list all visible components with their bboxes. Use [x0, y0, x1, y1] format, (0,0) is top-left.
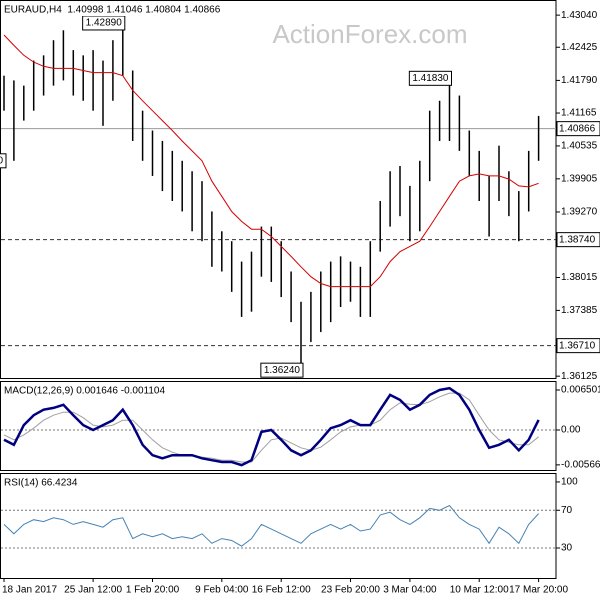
x-tick-label: 9 Feb 04:00: [195, 585, 249, 596]
annotation-label: 1.41830: [412, 73, 449, 84]
y-tick-label: 1.39270: [561, 207, 598, 218]
y-tick-label: 1.40535: [561, 141, 598, 152]
y-tick-label: 1.42425: [561, 42, 598, 53]
title-bg: [2, 476, 80, 489]
panel-frame: [0, 0, 557, 379]
annotation-label: 1.36240: [264, 365, 301, 376]
y-tick-label: 1.36125: [561, 371, 598, 382]
y-tick-label: 1.38015: [561, 272, 598, 283]
title-bg: [2, 3, 223, 16]
x-tick-label: 17 Mar 20:00: [509, 585, 568, 596]
price-label: 1.40866: [559, 123, 596, 134]
x-tick-label: 16 Feb 12:00: [252, 585, 311, 596]
panel-frame: [0, 381, 557, 471]
x-tick-label: 10 Mar 12:00: [450, 585, 509, 596]
x-tick-label: 23 Feb 20:00: [321, 585, 380, 596]
y-tick-label: 100: [561, 477, 578, 488]
y-tick-label: 30: [561, 543, 573, 554]
x-tick-label: 1 Feb 20:00: [126, 585, 180, 596]
y-tick-label: 0.006501: [561, 385, 600, 396]
y-tick-label: 0.00: [561, 425, 581, 436]
x-tick-label: 3 Mar 04:00: [383, 585, 437, 596]
annotation-box: [0, 153, 7, 169]
y-tick-label: 1.37385: [561, 305, 598, 316]
annotation-label: 0: [0, 155, 3, 166]
moving-average: [3, 34, 539, 288]
annotation-box: [408, 70, 452, 86]
series-line: [3, 504, 539, 547]
watermark: ActionForex.com: [272, 19, 467, 49]
series-line: [3, 386, 540, 467]
title-bg: [2, 384, 168, 397]
panel-title: EURAUD,H4 1.40998 1.41046 1.40804 1.4086…: [4, 5, 221, 16]
x-tick-label: 18 Jan 2017: [2, 585, 57, 596]
y-tick-label: 1.41165: [561, 108, 597, 119]
y-tick-label: 70: [561, 505, 573, 516]
y-tick-label: -0.005666: [561, 460, 600, 471]
panel-title: MACD(12,26,9) 0.001646 -0.001104: [4, 386, 165, 397]
y-tick-label: 1.43040: [561, 10, 598, 21]
price-label-box: [556, 338, 600, 354]
panel-title: RSI(14) 66.4234: [4, 478, 78, 489]
y-tick-label: 1.41790: [561, 75, 598, 86]
x-tick-label: 25 Jan 12:00: [64, 585, 122, 596]
price-label: 1.38740: [559, 234, 596, 245]
series-line: [3, 392, 539, 463]
annotation-label: 1.42890: [86, 18, 123, 29]
panel-frame: [0, 473, 557, 579]
price-label-box: [556, 232, 600, 248]
price-label: 1.36710: [559, 340, 596, 351]
y-tick-label: 1.39905: [561, 173, 598, 184]
annotation-box: [260, 362, 304, 378]
price-label-box: [556, 121, 600, 137]
